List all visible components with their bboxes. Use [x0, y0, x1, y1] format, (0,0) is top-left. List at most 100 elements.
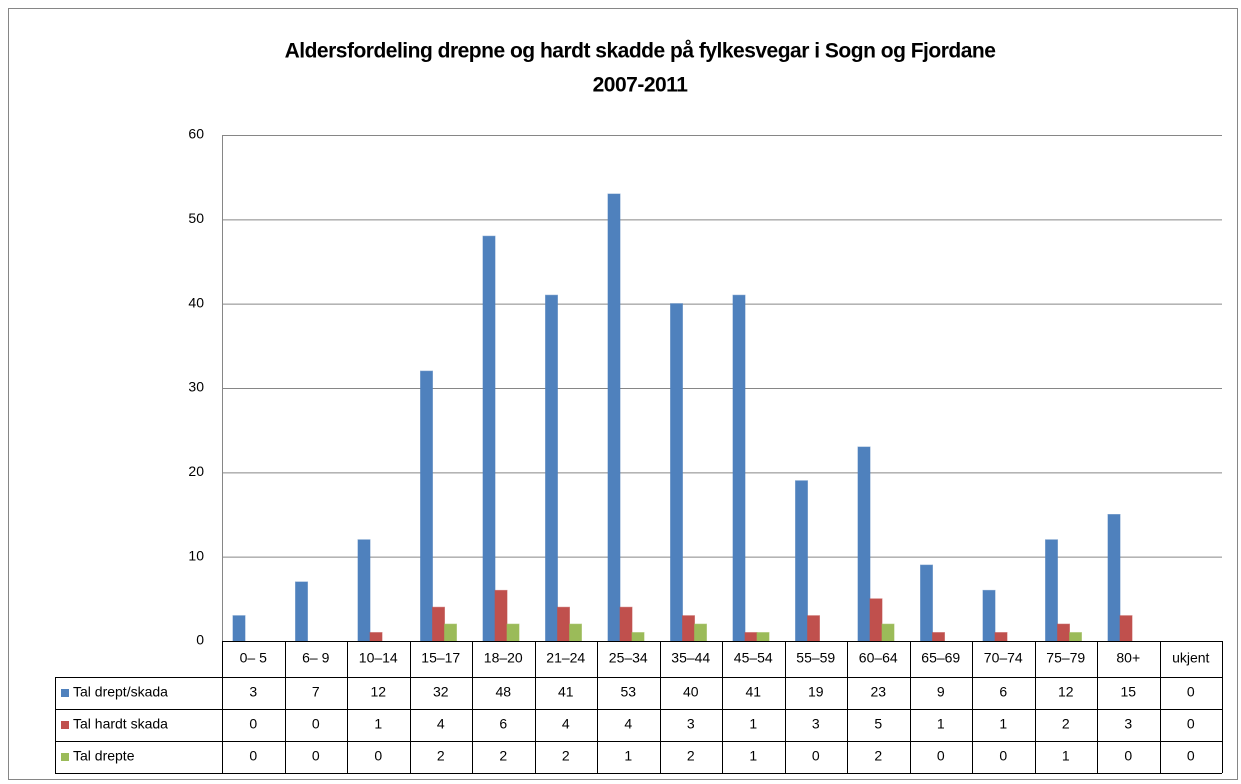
bar: [545, 294, 558, 642]
table-value: 15: [1120, 684, 1136, 700]
y-tick-label: 10: [188, 547, 204, 563]
bar: [869, 598, 883, 642]
table-value: 0: [249, 748, 257, 764]
table-value: 0: [999, 748, 1007, 764]
bar: [994, 632, 1008, 642]
table-value: 3: [1124, 716, 1132, 732]
table-value: 12: [1058, 684, 1074, 700]
table-value: 1: [374, 716, 382, 732]
table-value: 12: [370, 684, 386, 700]
table-value: 0: [374, 748, 382, 764]
table-value: 1: [937, 716, 945, 732]
bar: [369, 632, 383, 642]
x-tick-label: 15–17: [421, 650, 460, 666]
bar: [506, 623, 520, 642]
bar: [607, 193, 621, 642]
table-value: 3: [812, 716, 820, 732]
bar: [881, 623, 895, 642]
bar: [932, 632, 945, 642]
bar: [756, 632, 770, 642]
legend-label: Tal drepte: [73, 748, 135, 764]
table-value: 7: [312, 684, 320, 700]
x-tick-label: 0– 5: [240, 650, 267, 666]
bar: [682, 615, 695, 642]
table-value: 5: [874, 716, 882, 732]
bar: [569, 623, 582, 642]
bar: [1107, 514, 1121, 642]
table-value: 1: [749, 716, 757, 732]
legend-label: Tal hardt skada: [73, 716, 168, 732]
table-value: 23: [870, 684, 886, 700]
chart-frame: [8, 8, 1238, 780]
bar: [494, 589, 508, 642]
chart-title: 2007-2011: [593, 74, 689, 97]
table-value: 0: [1187, 684, 1195, 700]
x-tick-label: ukjent: [1172, 650, 1209, 666]
bar: [795, 480, 808, 642]
legend-swatch: [61, 753, 69, 761]
bar: [357, 539, 371, 642]
bar: [694, 623, 707, 642]
y-tick-label: 40: [188, 294, 204, 310]
table-value: 2: [687, 748, 695, 764]
legend-swatch: [61, 721, 69, 729]
table-value: 1: [624, 748, 632, 764]
x-tick-label: 70–74: [984, 650, 1023, 666]
bar: [1069, 632, 1082, 642]
bar: [444, 623, 457, 642]
table-value: 4: [562, 716, 570, 732]
x-tick-label: 80+: [1116, 650, 1140, 666]
bar: [670, 303, 683, 642]
table-value: 3: [249, 684, 257, 700]
y-tick-label: 20: [188, 463, 204, 479]
table-value: 0: [249, 716, 257, 732]
table-value: 0: [812, 748, 820, 764]
table-value: 2: [437, 748, 445, 764]
bar: [1057, 623, 1070, 642]
table-value: 0: [312, 748, 320, 764]
chart-title: Aldersfordeling drepne og hardt skadde p…: [285, 40, 996, 63]
table-value: 1: [1062, 748, 1070, 764]
bar: [744, 632, 758, 642]
table-value: 4: [624, 716, 632, 732]
table-value: 0: [1187, 716, 1195, 732]
table-value: 1: [749, 748, 757, 764]
table-value: 41: [558, 684, 574, 700]
x-tick-label: 21–24: [546, 650, 585, 666]
bar: [857, 446, 871, 642]
bar: [920, 564, 933, 642]
table-value: 2: [874, 748, 882, 764]
y-tick-label: 60: [188, 126, 204, 142]
bar: [432, 606, 445, 642]
bar: [619, 606, 633, 642]
y-tick-label: 50: [188, 210, 204, 226]
table-value: 48: [495, 684, 511, 700]
bar: [482, 235, 496, 642]
bar: [732, 294, 746, 642]
y-tick-label: 0: [196, 632, 204, 648]
table-value: 53: [620, 684, 636, 700]
table-value: 0: [1187, 748, 1195, 764]
table-value: 41: [745, 684, 761, 700]
table-value: 2: [562, 748, 570, 764]
table-value: 2: [499, 748, 507, 764]
x-tick-label: 65–69: [921, 650, 960, 666]
bar: [232, 615, 246, 642]
bar: [420, 370, 433, 642]
x-tick-label: 10–14: [359, 650, 398, 666]
x-tick-label: 60–64: [859, 650, 898, 666]
x-tick-label: 25–34: [609, 650, 648, 666]
table-value: 6: [999, 684, 1007, 700]
table-value: 3: [687, 716, 695, 732]
table-value: 9: [937, 684, 945, 700]
bar: [807, 615, 820, 642]
table-value: 6: [499, 716, 507, 732]
table-value: 1: [999, 716, 1007, 732]
y-tick-label: 30: [188, 379, 204, 395]
table-value: 0: [1124, 748, 1132, 764]
legend-swatch: [61, 689, 69, 697]
table-value: 0: [312, 716, 320, 732]
x-tick-label: 55–59: [796, 650, 835, 666]
table-value: 0: [937, 748, 945, 764]
bar: [631, 632, 645, 642]
